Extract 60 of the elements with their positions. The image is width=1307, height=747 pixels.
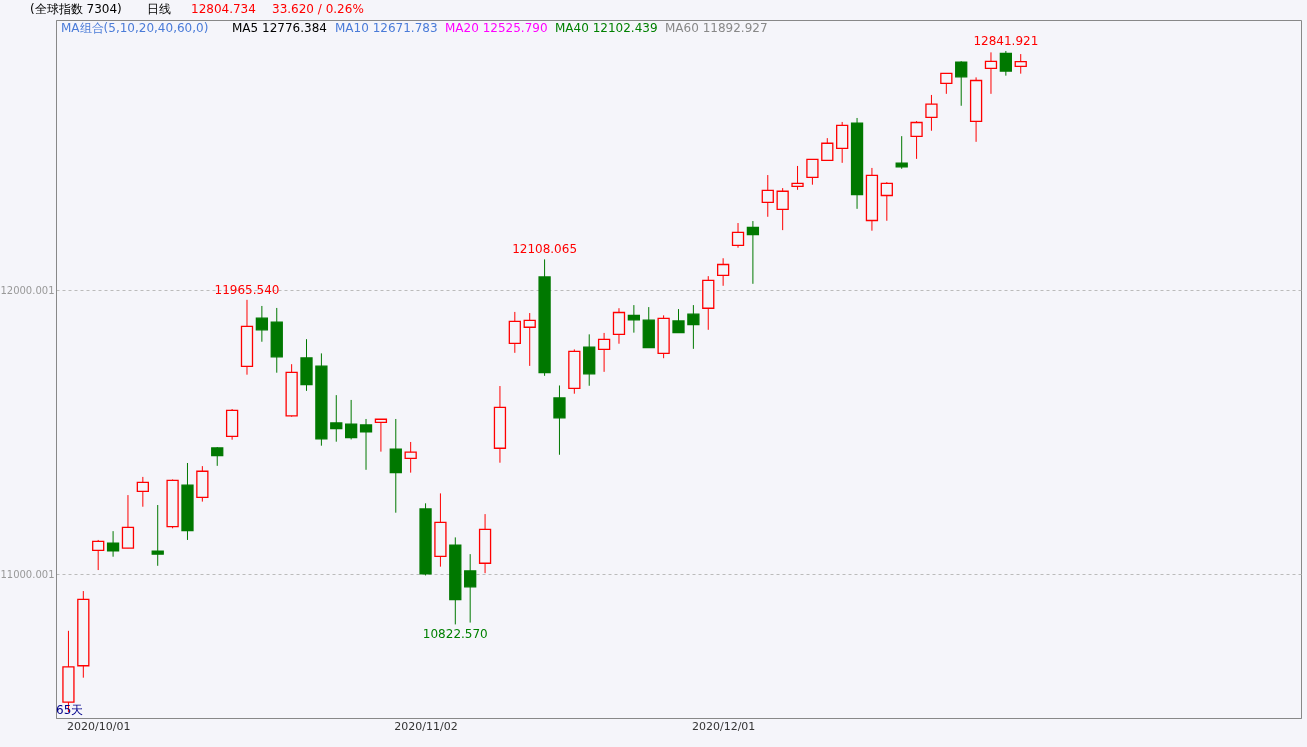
candlestick <box>627 304 641 334</box>
candlestick <box>910 120 923 160</box>
candlestick <box>791 165 804 191</box>
candlestick <box>746 220 760 285</box>
chart-title: (全球指数 7304) <box>30 2 122 16</box>
candlestick <box>940 72 953 95</box>
candlestick <box>330 394 343 443</box>
x-tick-label: 2020/11/02 <box>394 719 458 733</box>
x-tick-label: 2020/12/01 <box>691 719 756 733</box>
annotation: MA20 12525.790 <box>445 21 548 35</box>
candlestick <box>925 94 938 132</box>
annotation: MA组合(5,10,20,40,60,0) <box>61 21 209 35</box>
annotation: MA60 11892.927 <box>665 21 768 35</box>
candlestick <box>553 384 566 456</box>
candlestick <box>984 51 998 95</box>
annotation: 12108.065 <box>512 242 578 257</box>
candlestick <box>508 311 521 354</box>
annotation: 11965.540 <box>214 282 280 297</box>
annotation: MA40 12102.439 <box>555 21 658 35</box>
candlestick <box>92 539 105 571</box>
annotation: 10822.570 <box>422 627 488 642</box>
candlestick <box>106 530 120 558</box>
annotation: MA5 12776.384 <box>232 21 327 35</box>
candlestick <box>776 187 789 231</box>
candlestick <box>716 257 730 287</box>
text: 33.620 / 0.26% <box>272 2 364 16</box>
candlestick <box>687 304 700 350</box>
x-tick-label: 2020/10/01 <box>67 719 131 733</box>
text: 日线 <box>147 2 171 16</box>
candlestick <box>999 50 1012 77</box>
candlestick <box>136 476 149 508</box>
candlestick <box>255 305 269 343</box>
candlestick <box>761 174 774 218</box>
candlestick <box>731 222 745 249</box>
candlestick <box>880 181 893 222</box>
y-tick-label: 12000.001 <box>0 284 55 296</box>
annotation: MA10 12671.783 <box>335 21 438 35</box>
candlestick <box>389 418 402 514</box>
candlestick <box>211 446 224 467</box>
candlestick <box>345 399 358 440</box>
candlestick <box>121 494 135 549</box>
annotation: 65天 <box>56 703 84 717</box>
candlestick <box>672 308 685 334</box>
candlestick <box>359 418 373 471</box>
candlestick <box>821 137 834 161</box>
y-tick-label: 11000.001 <box>0 568 55 580</box>
candlestick <box>374 418 388 453</box>
candlestick <box>612 307 626 345</box>
candlestick <box>806 158 819 186</box>
candlestick <box>464 553 477 624</box>
candlestick <box>1014 53 1027 75</box>
candlestick <box>597 332 611 373</box>
candlestick <box>955 60 968 107</box>
text: 12804.734 <box>191 2 256 16</box>
candlestick <box>836 121 849 164</box>
candlestick <box>895 135 908 170</box>
candlestick <box>523 312 536 367</box>
candlestick <box>404 441 417 474</box>
candlestick <box>151 504 164 567</box>
annotation: 12841.921 <box>973 33 1039 48</box>
